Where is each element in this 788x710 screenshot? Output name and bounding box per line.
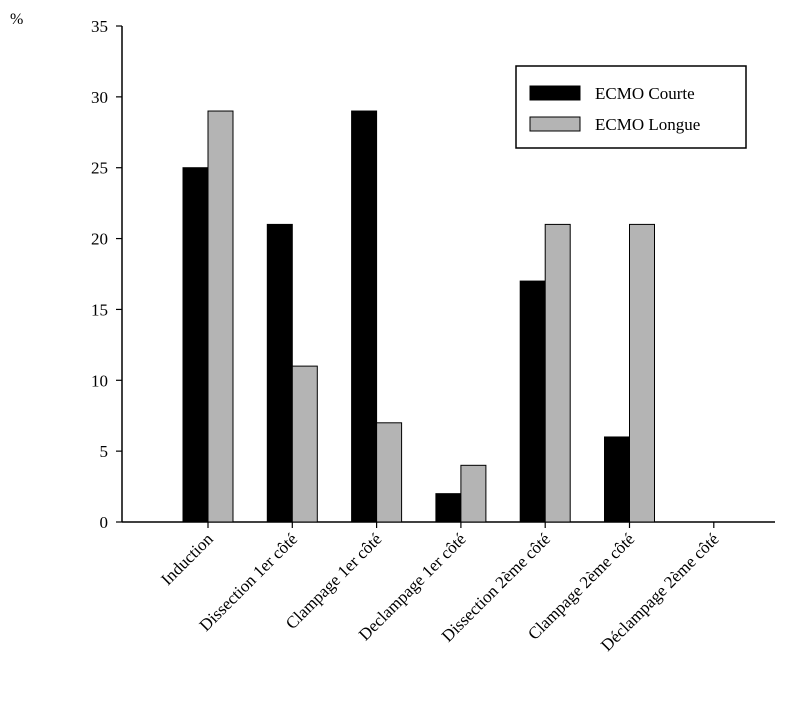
bar [182,167,209,523]
bar [351,110,378,523]
y-axis: 0 5 10 15 20 25 30 35 [91,17,123,532]
x-axis [122,521,775,528]
bar [266,223,293,523]
x-tick-label: Induction [157,529,217,589]
y-tick-label: 15 [91,300,108,319]
y-axis-label: % [10,11,23,28]
bar-series-group [182,110,655,523]
y-tick-label: 10 [91,371,108,390]
bar [207,110,234,523]
y-tick-label: 35 [91,17,108,36]
bar [519,280,546,523]
legend-box [515,65,747,149]
legend-label-ecmo-longue: ECMO Longue [595,115,700,134]
legend: ECMO Courte ECMO Longue [515,65,747,149]
bar [604,436,630,523]
legend-swatch-ecmo-courte [529,85,581,101]
y-tick-label: 5 [100,442,109,461]
bar [544,223,571,523]
bar [376,422,403,523]
legend-swatch-ecmo-longue [529,116,581,132]
y-tick-label: 0 [100,513,109,532]
bar [291,365,318,523]
legend-label-ecmo-courte: ECMO Courte [595,84,695,103]
bar [460,464,487,523]
y-tick-label: 25 [91,159,108,178]
bar [629,223,655,523]
y-tick-label: 20 [91,230,108,249]
bar [435,493,462,523]
y-tick-label: 30 [91,88,108,107]
